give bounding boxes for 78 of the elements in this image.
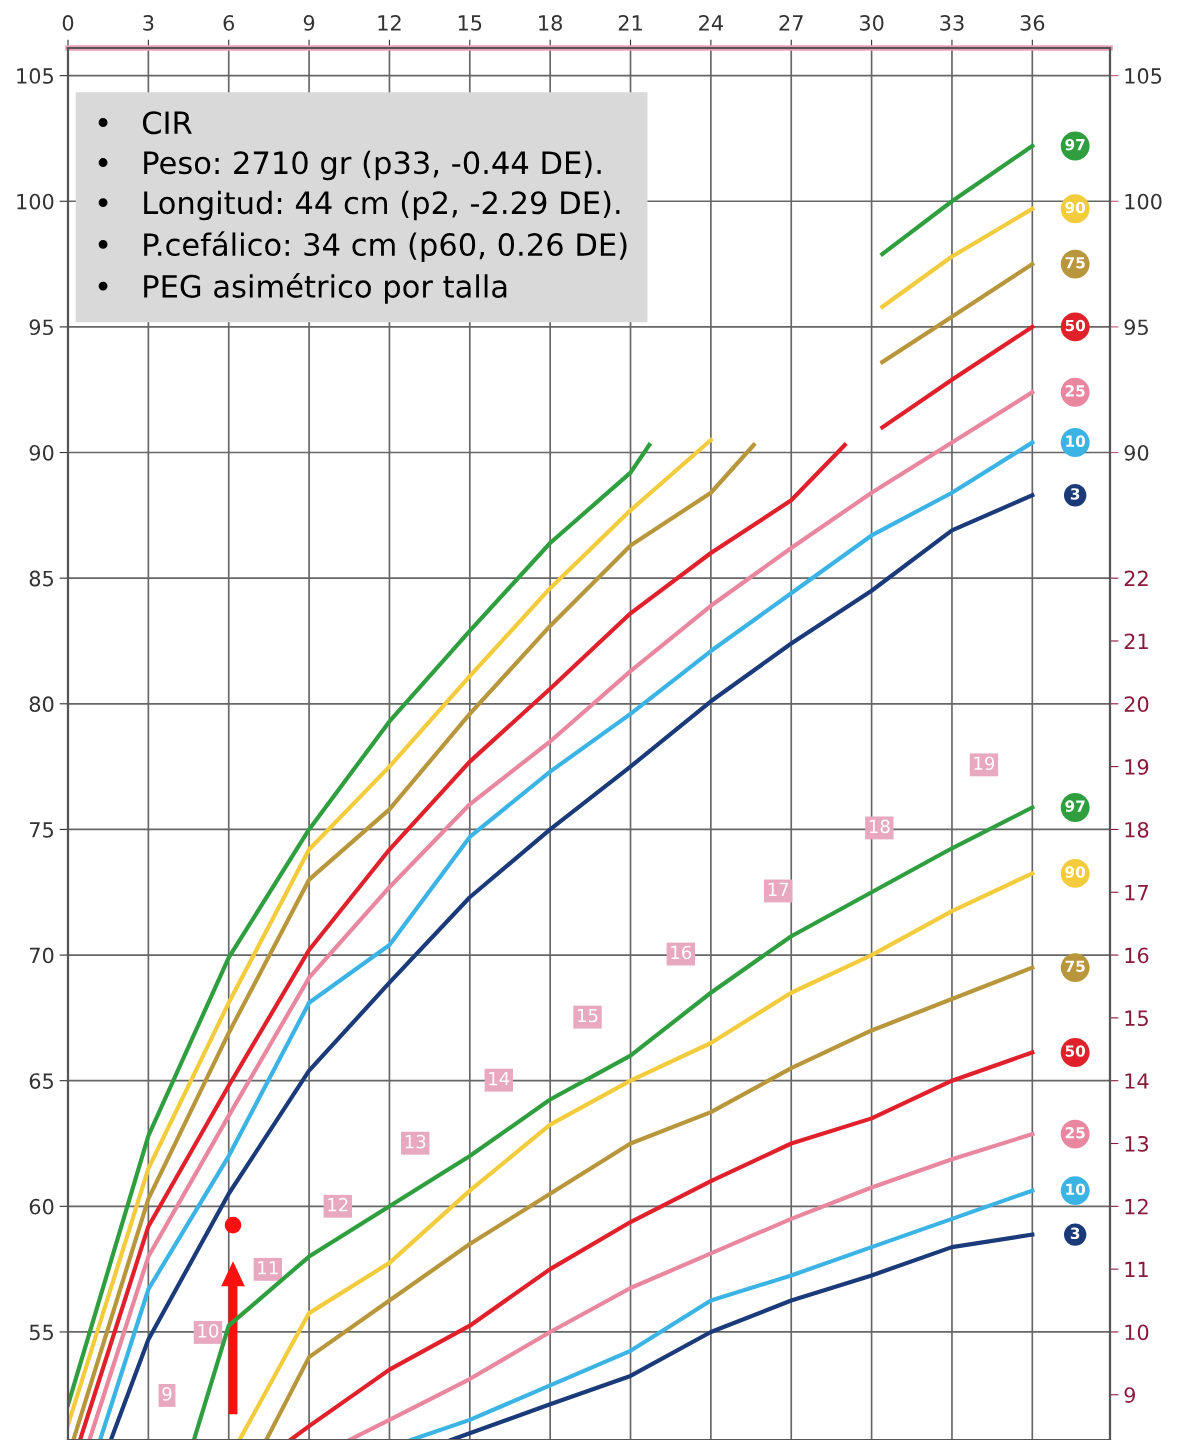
annotation: 16 — [671, 945, 692, 960]
x-tick-label: 24 — [699, 15, 723, 31]
y3-tick-label: 100 — [1125, 193, 1162, 210]
text: 90 — [1065, 201, 1086, 214]
annotation: 14 — [489, 1071, 510, 1086]
y-tick-label: 95 — [29, 319, 53, 336]
y3-tick-label: 105 — [1125, 68, 1162, 84]
x-tick-label: 27 — [779, 15, 803, 31]
x-tick-label: 33 — [940, 15, 964, 31]
y-tick-label: 60 — [29, 1198, 54, 1215]
annotation: 9 — [162, 1387, 172, 1401]
y-tick-label: 80 — [29, 696, 54, 713]
y2-tick-label: 21 — [1124, 633, 1148, 649]
y2-tick-label: 11 — [1125, 1261, 1148, 1278]
y-tick-label: 75 — [30, 822, 53, 838]
annotation: 17 — [768, 882, 789, 896]
line-series — [237, 871, 1035, 1440]
text: 10 — [1066, 435, 1086, 447]
text: 97 — [1065, 138, 1085, 151]
y2-tick-label: 18 — [1125, 821, 1149, 838]
text: 50 — [1065, 1045, 1086, 1057]
y2-tick-label: 20 — [1124, 696, 1149, 713]
y-tick-label: 55 — [29, 1324, 53, 1341]
y2-tick-label: 12 — [1125, 1198, 1148, 1215]
line-series — [408, 1188, 1035, 1440]
annotation: • CIR — [98, 111, 192, 135]
x-tick-label: 30 — [859, 15, 884, 31]
x-tick-label: 0 — [62, 15, 74, 31]
x-tick-label: 15 — [458, 15, 482, 31]
text: 75 — [1065, 257, 1085, 269]
y-tick-label: 100 — [17, 193, 54, 210]
text: 25 — [1065, 1126, 1085, 1139]
x-tick-label: 9 — [303, 15, 315, 31]
text: 10 — [1066, 1183, 1086, 1196]
y-tick-label: 85 — [29, 570, 53, 587]
text: 97 — [1065, 800, 1085, 812]
y-tick-label: 105 — [17, 68, 53, 84]
y2-tick-label: 17 — [1125, 884, 1148, 901]
text: 3 — [1070, 488, 1080, 500]
line-series — [288, 1050, 1035, 1440]
y2-tick-label: 19 — [1125, 759, 1149, 775]
y2-tick-label: 22 — [1124, 570, 1148, 587]
y2-tick-label: 13 — [1125, 1135, 1149, 1152]
x-tick-label: 18 — [539, 15, 562, 31]
annotation: 13 — [405, 1134, 426, 1149]
y-tick-label: 65 — [29, 1073, 53, 1089]
x-tick-label: 36 — [1020, 15, 1045, 31]
y3-tick-label: 95 — [1124, 319, 1148, 336]
annotation: 10 — [198, 1323, 219, 1338]
y2-tick-label: 10 — [1125, 1324, 1149, 1341]
y-tick-label: 90 — [29, 444, 54, 461]
x-tick-label: 3 — [143, 15, 154, 31]
annotation: 15 — [578, 1008, 598, 1023]
y2-tick-label: 15 — [1125, 1010, 1148, 1027]
annotation: • PEG asimétrico por talla — [98, 273, 507, 304]
line-series — [191, 805, 1035, 1440]
line-series — [448, 1232, 1035, 1440]
x-tick-label: 6 — [223, 15, 235, 31]
text: 3 — [1070, 1227, 1080, 1240]
y2-tick-label: 14 — [1125, 1073, 1149, 1089]
text: 25 — [1065, 385, 1085, 397]
annotation: 19 — [974, 756, 995, 771]
annotation: 12 — [328, 1197, 348, 1212]
x-tick-label: 21 — [618, 15, 642, 31]
annotation: 18 — [869, 819, 890, 834]
y-tick-label: 70 — [30, 947, 54, 964]
x-tick-label: 12 — [378, 15, 401, 31]
annotation: • Longitud: 44 cm (p2, -2.29 DE). — [98, 190, 620, 221]
annotation: • P.cefálico: 34 cm (p60, 0.26 DE) — [98, 231, 627, 263]
y2-tick-label: 16 — [1125, 947, 1149, 964]
text: 90 — [1065, 866, 1086, 878]
text: 50 — [1065, 319, 1086, 332]
annotation: • Peso: 2710 gr (p33, -0.44 DE). — [98, 150, 601, 181]
annotation: 11 — [258, 1261, 278, 1275]
y3-tick-label: 90 — [1124, 444, 1149, 461]
y2-tick-label: 9 — [1124, 1387, 1135, 1403]
text: 75 — [1065, 960, 1085, 973]
line-series — [347, 1132, 1035, 1440]
